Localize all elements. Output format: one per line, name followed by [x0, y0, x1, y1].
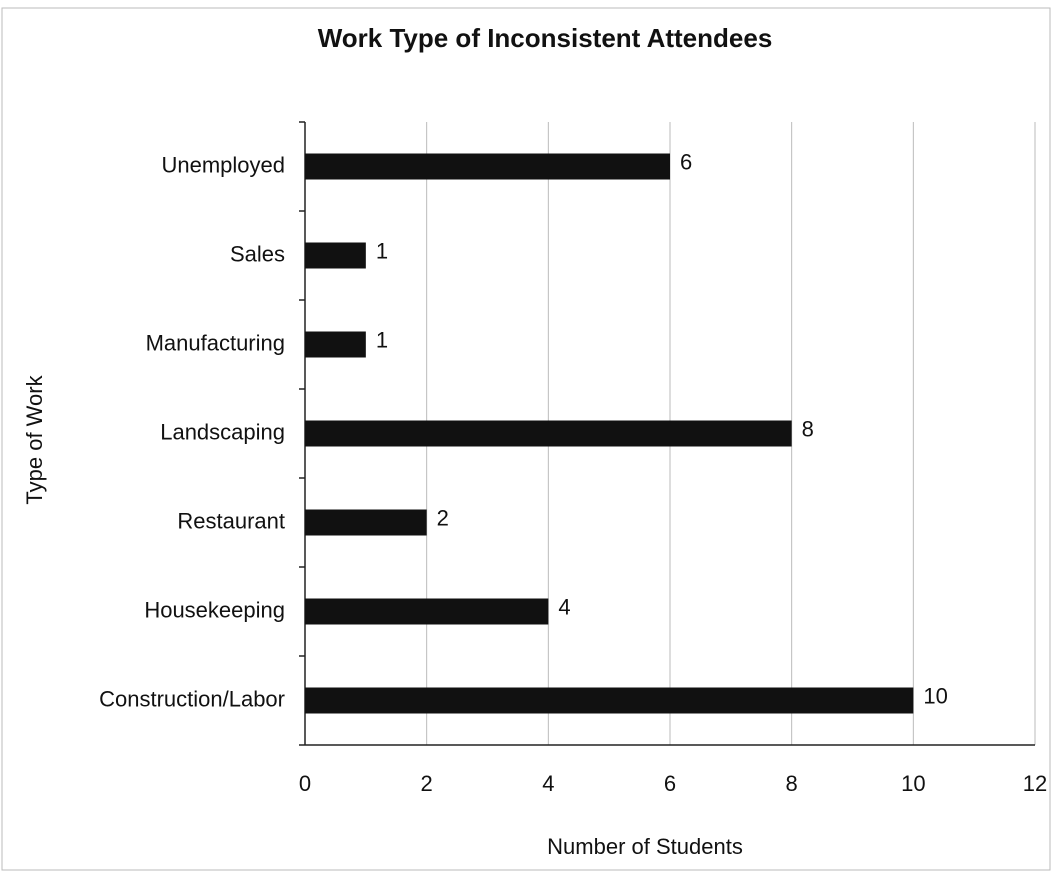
bar — [305, 420, 792, 447]
data-label: 2 — [437, 505, 449, 530]
bar — [305, 687, 914, 714]
y-tick-label: Landscaping — [160, 419, 285, 444]
x-tick-label: 8 — [786, 771, 798, 796]
y-axis-label: Type of Work — [22, 374, 47, 504]
y-tick-label: Construction/Labor — [99, 686, 285, 711]
data-label: 8 — [802, 416, 814, 441]
bar — [305, 331, 366, 358]
y-tick-label: Manufacturing — [146, 330, 285, 355]
x-tick-label: 4 — [542, 771, 554, 796]
data-label: 1 — [376, 238, 388, 263]
bar — [305, 598, 549, 625]
x-tick-label: 2 — [421, 771, 433, 796]
data-label: 4 — [558, 594, 570, 619]
y-tick-label: Unemployed — [161, 152, 285, 177]
data-label: 10 — [923, 683, 947, 708]
data-label: 1 — [376, 327, 388, 352]
x-tick-label: 0 — [299, 771, 311, 796]
y-tick-label: Restaurant — [177, 508, 285, 533]
y-tick-label: Sales — [230, 241, 285, 266]
chart-title: Work Type of Inconsistent Attendees — [318, 23, 773, 53]
frame — [1, 7, 1051, 871]
bar — [305, 153, 670, 180]
y-tick-label: Housekeeping — [144, 597, 285, 622]
data-label: 6 — [680, 149, 692, 174]
x-axis-label: Number of Students — [547, 834, 743, 859]
bar — [305, 509, 427, 536]
x-tick-label: 12 — [1023, 771, 1047, 796]
bar — [305, 242, 366, 269]
x-tick-label: 10 — [901, 771, 925, 796]
x-tick-label: 6 — [664, 771, 676, 796]
